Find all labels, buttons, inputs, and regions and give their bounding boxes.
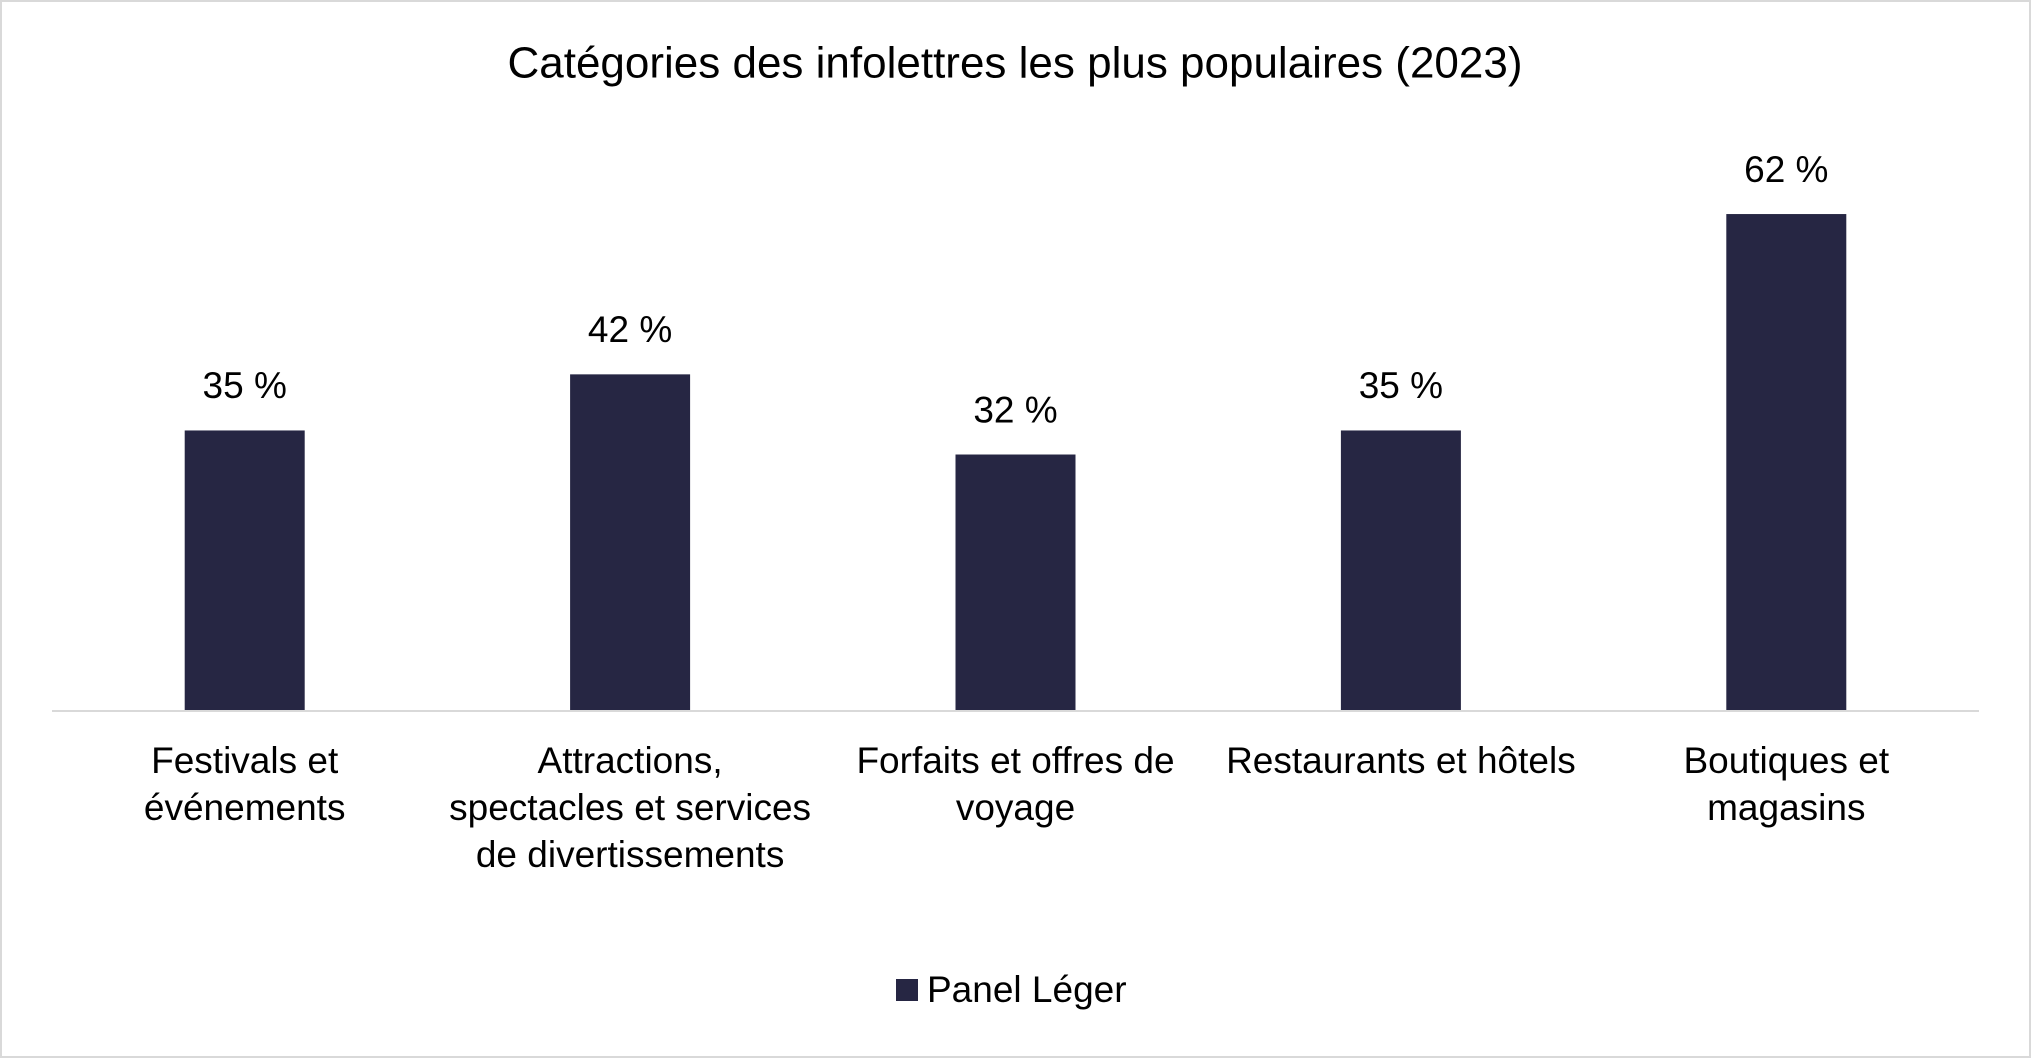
- data-label: 62 %: [1744, 149, 1828, 190]
- data-label: 32 %: [973, 389, 1057, 430]
- legend-label: Panel Léger: [927, 969, 1127, 1010]
- legend-swatch: [896, 979, 918, 1001]
- bar: [1340, 430, 1461, 711]
- x-tick-label: Festivals et événements: [143, 740, 346, 828]
- chart-title: Catégories des infolettres les plus popu…: [507, 39, 1522, 88]
- bar: [955, 454, 1076, 711]
- data-label: 35 %: [203, 365, 287, 406]
- bar: [1726, 214, 1847, 712]
- bar: [184, 430, 305, 711]
- data-label: 42 %: [588, 309, 672, 350]
- x-tick-label: Restaurants et hôtels: [1226, 740, 1576, 781]
- bar: [570, 374, 691, 711]
- x-tick-label: Attractions, spectacles et services de d…: [449, 740, 812, 875]
- data-label: 35 %: [1359, 365, 1443, 406]
- x-tick-label: Boutiques et magasins: [1683, 740, 1890, 828]
- x-tick-label: Forfaits et offres de voyage: [856, 740, 1175, 828]
